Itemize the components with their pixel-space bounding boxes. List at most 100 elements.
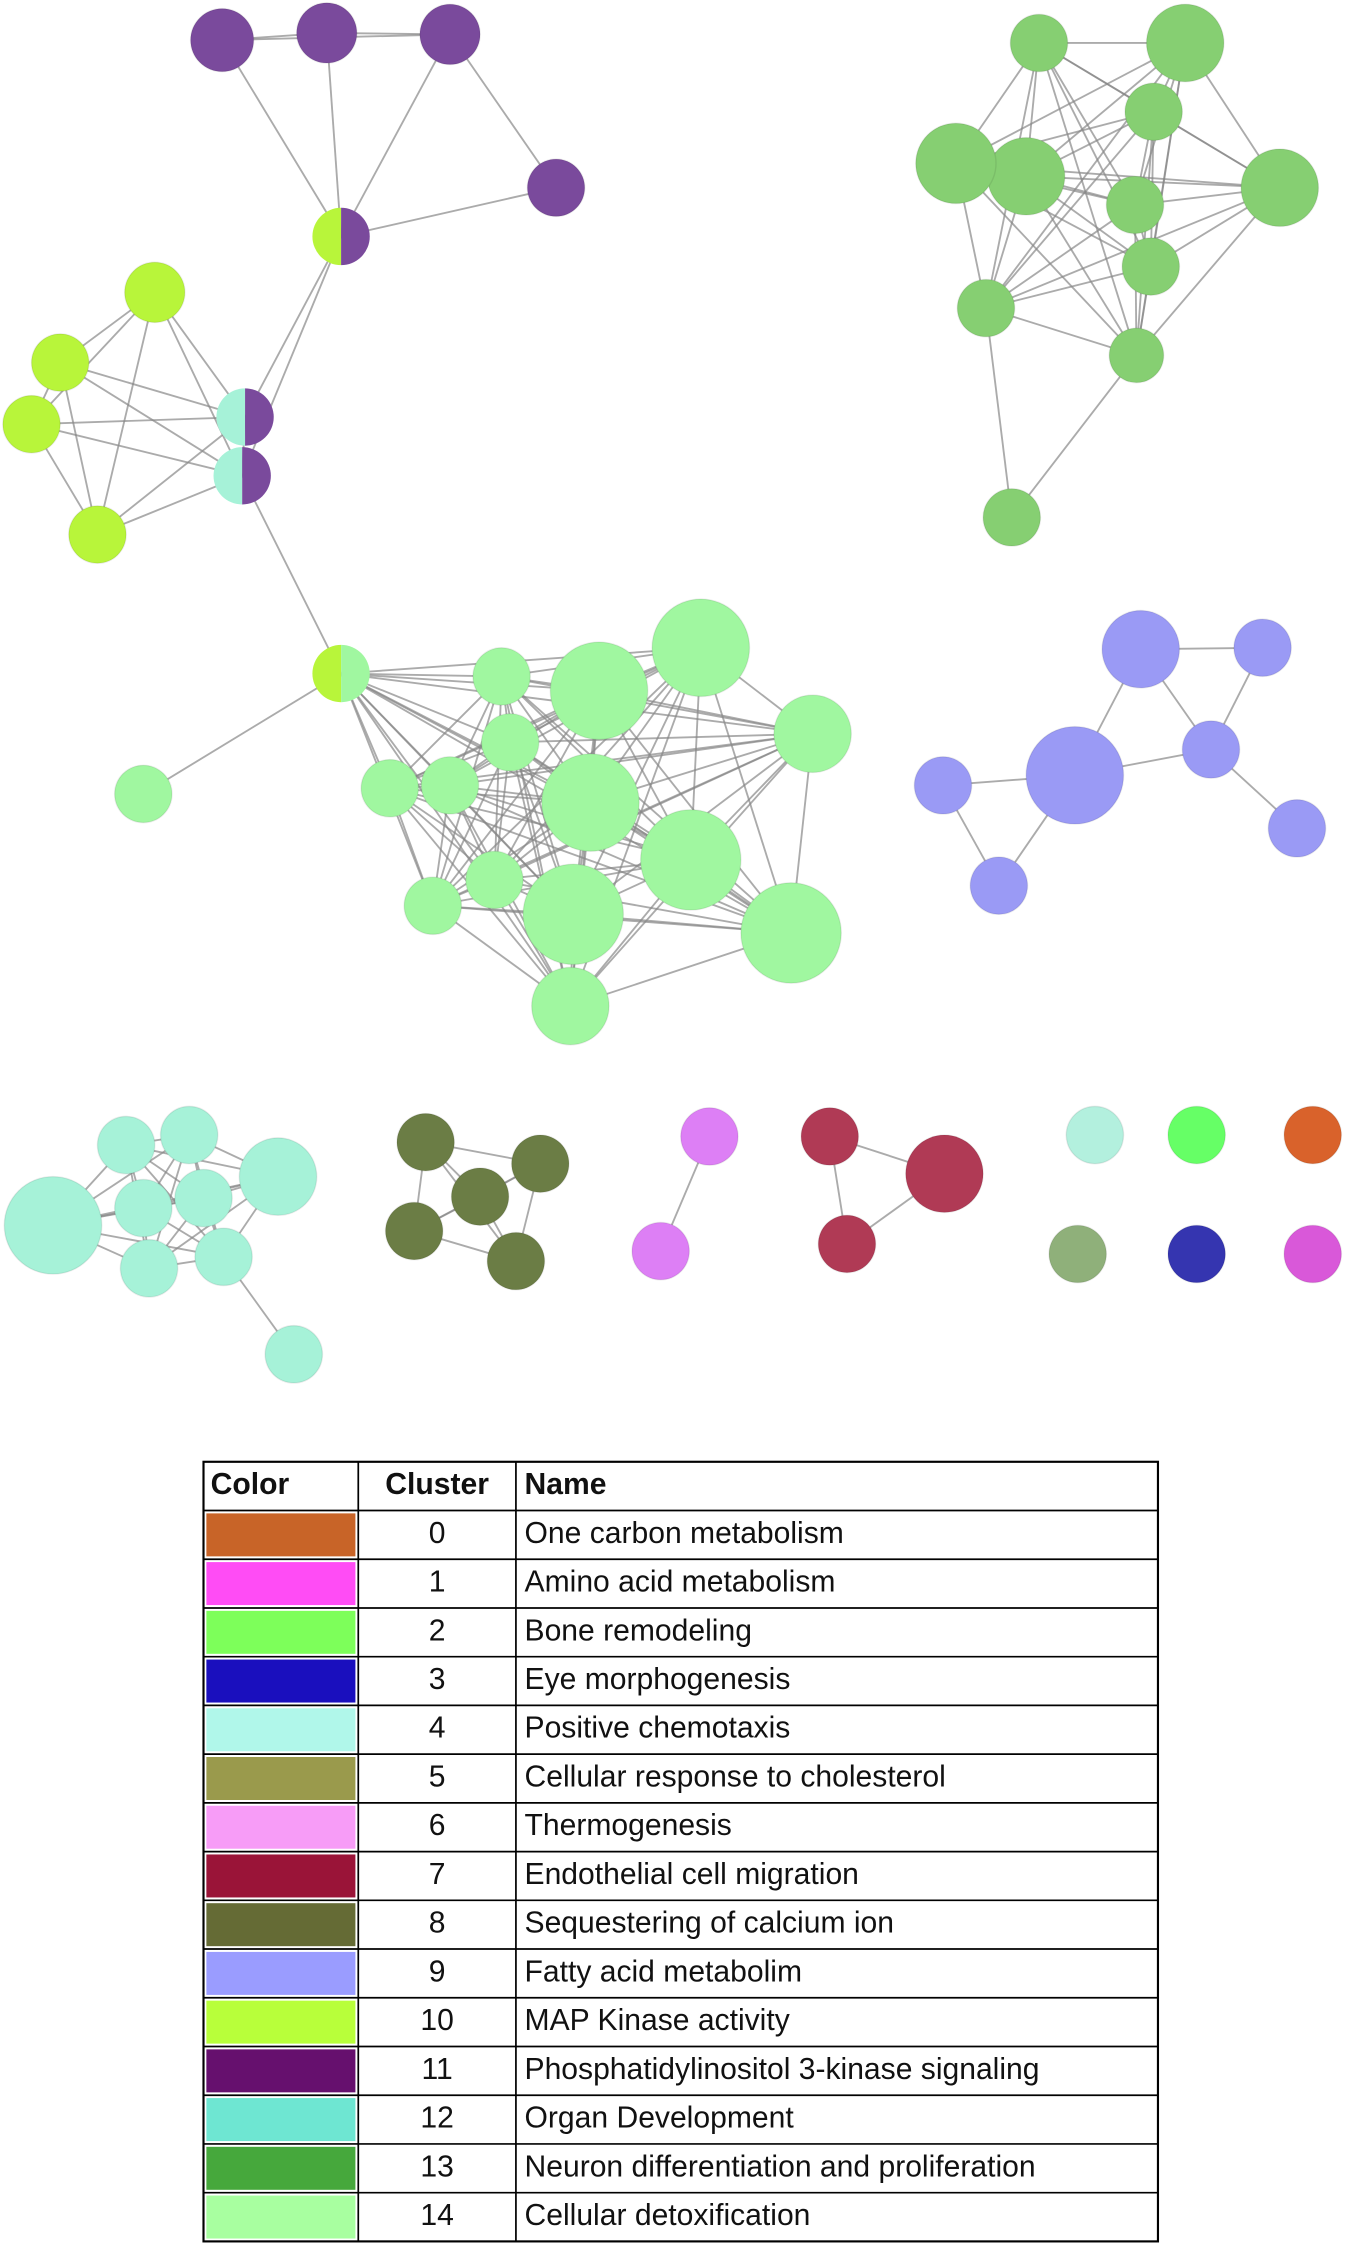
node [1145, 3, 1225, 83]
cluster-cell: 9 [429, 1955, 446, 1988]
edge [955, 162, 1138, 357]
node [123, 261, 186, 324]
node [541, 753, 640, 852]
node [986, 136, 1066, 216]
node [472, 647, 531, 706]
name-cell: MAP Kinase activity [525, 2004, 790, 2037]
node [2, 394, 61, 454]
node [1108, 327, 1165, 384]
node [396, 1112, 456, 1172]
color-swatch [206, 1757, 356, 1800]
node [913, 755, 973, 815]
node [174, 1168, 233, 1228]
cluster-cell: 2 [429, 1614, 446, 1647]
cluster-cell: 0 [429, 1517, 446, 1550]
edge [153, 291, 244, 477]
node [1009, 13, 1069, 73]
color-swatch [206, 2049, 356, 2093]
node [817, 1214, 877, 1274]
node [384, 1201, 444, 1261]
node [1233, 618, 1292, 678]
node [113, 1178, 173, 1238]
node [800, 1107, 860, 1166]
node [982, 487, 1042, 547]
node [238, 1137, 318, 1217]
node [1167, 1105, 1227, 1165]
cluster-cell: 5 [429, 1760, 446, 1793]
node [194, 1227, 253, 1287]
name-cell: Thermogenesis [525, 1809, 732, 1842]
edge [340, 673, 572, 1007]
name-cell: Fatty acid metabolim [525, 1955, 803, 1988]
node [522, 863, 625, 966]
node [1181, 720, 1241, 779]
node [264, 1324, 324, 1384]
node [549, 641, 649, 741]
edge [449, 784, 792, 934]
edge [340, 33, 451, 237]
edge [59, 361, 243, 477]
edge [340, 186, 557, 238]
cluster-cell: 11 [421, 2053, 452, 2086]
node [189, 7, 255, 73]
node [740, 882, 842, 984]
node [1105, 175, 1165, 235]
color-swatch [206, 1610, 356, 1654]
edge [96, 292, 156, 535]
node [360, 758, 420, 818]
node [680, 1107, 739, 1166]
color-swatch [206, 1854, 356, 1898]
node [486, 1231, 546, 1291]
node [1065, 1105, 1125, 1165]
node [1048, 1224, 1108, 1284]
node [915, 122, 997, 205]
node [773, 694, 852, 774]
node [1240, 148, 1320, 228]
node [905, 1134, 984, 1214]
node [119, 1238, 179, 1298]
cluster-cell: 13 [420, 2150, 453, 2183]
name-cell: Bone remodeling [525, 1614, 752, 1647]
node [30, 333, 90, 392]
edge [1135, 111, 1155, 356]
cluster-cell: 12 [420, 2102, 453, 2135]
edge [244, 236, 342, 418]
edge [241, 475, 342, 674]
header-cell: Color [211, 1468, 290, 1501]
node [113, 764, 173, 824]
node [1167, 1224, 1227, 1284]
node [450, 1167, 510, 1227]
node [465, 850, 524, 910]
edge [1038, 42, 1136, 206]
node [526, 158, 586, 218]
name-cell: Cellular detoxification [525, 2199, 811, 2232]
name-cell: Endothelial cell migration [525, 1858, 859, 1891]
node-half [341, 644, 370, 703]
cluster-cell: 8 [429, 1907, 446, 1940]
node [96, 1115, 156, 1175]
edge [510, 732, 813, 744]
node-half [213, 447, 243, 505]
name-cell: Cellular response to cholesterol [525, 1760, 946, 1793]
node-half [341, 207, 370, 266]
node [3, 1175, 103, 1275]
node [159, 1105, 219, 1165]
name-cell: One carbon metabolism [525, 1517, 844, 1550]
edge [31, 423, 243, 477]
edge [59, 362, 99, 535]
node-half [216, 388, 246, 446]
node [68, 505, 127, 564]
node [1124, 82, 1184, 142]
name-cell: Phosphatidylinositol 3-kinase signaling [525, 2053, 1040, 2086]
cluster-cell: 14 [420, 2199, 453, 2232]
node [530, 966, 610, 1046]
edge [985, 204, 1136, 309]
edge [449, 33, 557, 189]
legend-table: Color Cluster Name 0 One carbon metabolism 1 A… [202, 1460, 1160, 2243]
node [295, 2, 358, 64]
color-swatch [206, 1513, 356, 1557]
node [403, 876, 463, 936]
edge [96, 416, 246, 536]
